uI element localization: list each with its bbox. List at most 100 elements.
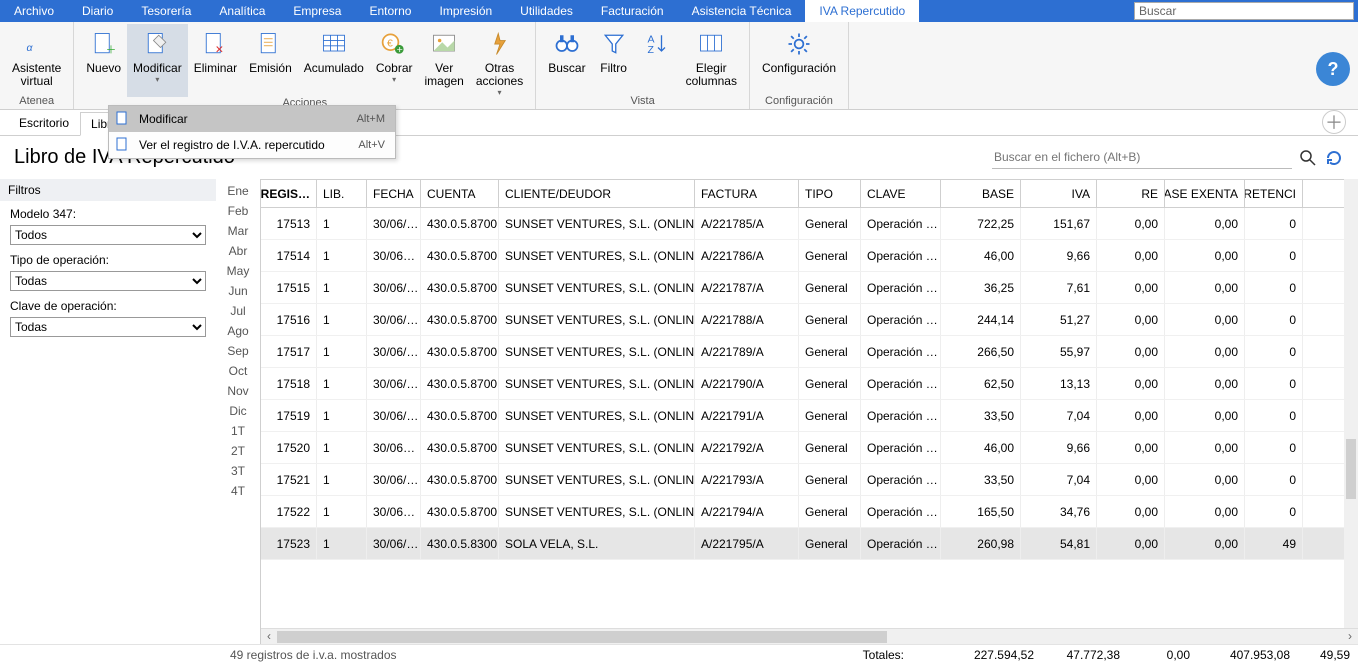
column-header[interactable]: BASE [941,180,1021,207]
menu-iva-repercutido[interactable]: IVA Repercutido [805,0,919,22]
dropdown-item-shortcut: Alt+V [358,139,385,151]
ribbon-otras-acciones-button[interactable]: Otrasacciones▾ [470,24,529,97]
ribbon-cobrar-button[interactable]: €+Cobrar▾ [370,24,419,97]
month-dic[interactable]: Dic [216,401,260,421]
month-abr[interactable]: Abr [216,241,260,261]
scroll-left-icon[interactable]: ‹ [261,629,277,644]
table-row[interactable]: 17515130/06/…430.0.5.8700SUNSET VENTURES… [261,272,1358,304]
ribbon-filtro-button[interactable]: Filtro [592,24,636,95]
menu-empresa[interactable]: Empresa [279,0,355,22]
ribbon-buscar-button[interactable]: Buscar [542,24,591,95]
cell-ret: 0 [1245,208,1303,239]
top-search-input[interactable]: Buscar [1134,2,1354,20]
horizontal-scrollbar[interactable]: ‹ › [261,628,1358,644]
column-header[interactable]: TIPO [799,180,861,207]
month-oct[interactable]: Oct [216,361,260,381]
column-header[interactable]: IVA [1021,180,1097,207]
menu-entorno[interactable]: Entorno [355,0,425,22]
cell-ret: 0 [1245,400,1303,431]
table-row[interactable]: 17514130/06…430.0.5.8700SUNSET VENTURES,… [261,240,1358,272]
table-row[interactable]: 17521130/06/…430.0.5.8700SUNSET VENTURES… [261,464,1358,496]
ribbon-orden-button[interactable]: AZ [636,24,680,95]
filter-modelo347-select[interactable]: Todos [10,225,206,245]
cell-fecha: 30/06/… [367,304,421,335]
column-header[interactable]: FACTURA [695,180,799,207]
table-row[interactable]: 17520130/06…430.0.5.8700SUNSET VENTURES,… [261,432,1358,464]
cell-factura: A/221786/A [695,240,799,271]
cell-fecha: 30/06/… [367,464,421,495]
ribbon-eliminar-button[interactable]: ✕Eliminar [188,24,243,97]
table-row[interactable]: 17523130/06/…430.0.5.8300SOLA VELA, S.L.… [261,528,1358,560]
column-header[interactable]: CLAVE [861,180,941,207]
column-header[interactable]: REGIS… [261,180,317,207]
column-header[interactable]: CLIENTE/DEUDOR [499,180,695,207]
column-header[interactable]: BASE EXENTA [1165,180,1245,207]
cell-bexenta: 0,00 [1165,272,1245,303]
month-ago[interactable]: Ago [216,321,260,341]
column-header[interactable]: CUENTA [421,180,499,207]
month-may[interactable]: May [216,261,260,281]
column-header[interactable]: RETENCI [1245,180,1303,207]
month-3t[interactable]: 3T [216,461,260,481]
month-ene[interactable]: Ene [216,181,260,201]
table-row[interactable]: 17516130/06/…430.0.5.8700SUNSET VENTURES… [261,304,1358,336]
cell-clave: Operación … [861,432,941,463]
filter-tipo-label: Tipo de operación: [10,253,206,267]
cell-ret: 0 [1245,240,1303,271]
menu-impresión[interactable]: Impresión [425,0,506,22]
dropdown-item[interactable]: ModificarAlt+M [109,106,395,132]
month-jun[interactable]: Jun [216,281,260,301]
month-jul[interactable]: Jul [216,301,260,321]
month-nov[interactable]: Nov [216,381,260,401]
menu-utilidades[interactable]: Utilidades [506,0,587,22]
month-2t[interactable]: 2T [216,441,260,461]
month-4t[interactable]: 4T [216,481,260,501]
dropdown-item[interactable]: Ver el registro de I.V.A. repercutidoAlt… [109,132,395,158]
column-header[interactable]: RE [1097,180,1165,207]
new-tab-button[interactable]: ＋ [1322,110,1346,134]
cell-bexenta: 0,00 [1165,336,1245,367]
ribbon-acumulado-button[interactable]: Acumulado [298,24,370,97]
table-row[interactable]: 17519130/06/…430.0.5.8700SUNSET VENTURES… [261,400,1358,432]
scroll-right-icon[interactable]: › [1342,629,1358,644]
ribbon-asistente-virtual-button[interactable]: αAsistentevirtual [6,24,67,95]
vertical-scrollbar[interactable] [1344,179,1358,628]
table-row[interactable]: 17522130/06…430.0.5.8700SUNSET VENTURES,… [261,496,1358,528]
menu-analítica[interactable]: Analítica [205,0,279,22]
help-icon[interactable]: ? [1316,52,1350,86]
month-mar[interactable]: Mar [216,221,260,241]
refresh-icon[interactable] [1326,150,1344,166]
menu-asistencia-técnica[interactable]: Asistencia Técnica [678,0,806,22]
cell-clave: Operación … [861,528,941,559]
ribbon-nuevo-label: Nuevo [86,62,121,75]
table-row[interactable]: 17513130/06/…430.0.5.8700SUNSET VENTURES… [261,208,1358,240]
filter-tipo-select[interactable]: Todas [10,271,206,291]
cell-cliente: SUNSET VENTURES, S.L. (ONLINE) [499,240,695,271]
ribbon-elegir-columnas-button[interactable]: Elegircolumnas [680,24,743,95]
cell-cuenta: 430.0.5.8700 [421,272,499,303]
cell-base: 244,14 [941,304,1021,335]
ribbon-ver-imagen-button[interactable]: Verimagen [419,24,470,97]
filter-clave-select[interactable]: Todas [10,317,206,337]
file-search-input[interactable] [992,146,1292,169]
column-header[interactable]: LIB. [317,180,367,207]
cell-clave: Operación … [861,496,941,527]
table-row[interactable]: 17518130/06/…430.0.5.8700SUNSET VENTURES… [261,368,1358,400]
ribbon-nuevo-button[interactable]: ＋Nuevo [80,24,127,97]
scroll-thumb[interactable] [277,631,887,643]
column-header[interactable]: FECHA [367,180,421,207]
ribbon-emision-button[interactable]: Emisión [243,24,298,97]
month-1t[interactable]: 1T [216,421,260,441]
ribbon-modificar-button[interactable]: Modificar▾ [127,24,188,97]
menu-facturación[interactable]: Facturación [587,0,678,22]
menu-archivo[interactable]: Archivo [0,0,68,22]
menu-diario[interactable]: Diario [68,0,127,22]
month-sep[interactable]: Sep [216,341,260,361]
month-feb[interactable]: Feb [216,201,260,221]
tab-escritorio[interactable]: Escritorio [8,111,80,135]
ribbon-configuracion-button[interactable]: Configuración [756,24,842,95]
menu-tesorería[interactable]: Tesorería [127,0,205,22]
table-row[interactable]: 17517130/06/…430.0.5.8700SUNSET VENTURES… [261,336,1358,368]
search-icon[interactable] [1300,150,1318,166]
vscroll-thumb[interactable] [1346,439,1356,499]
